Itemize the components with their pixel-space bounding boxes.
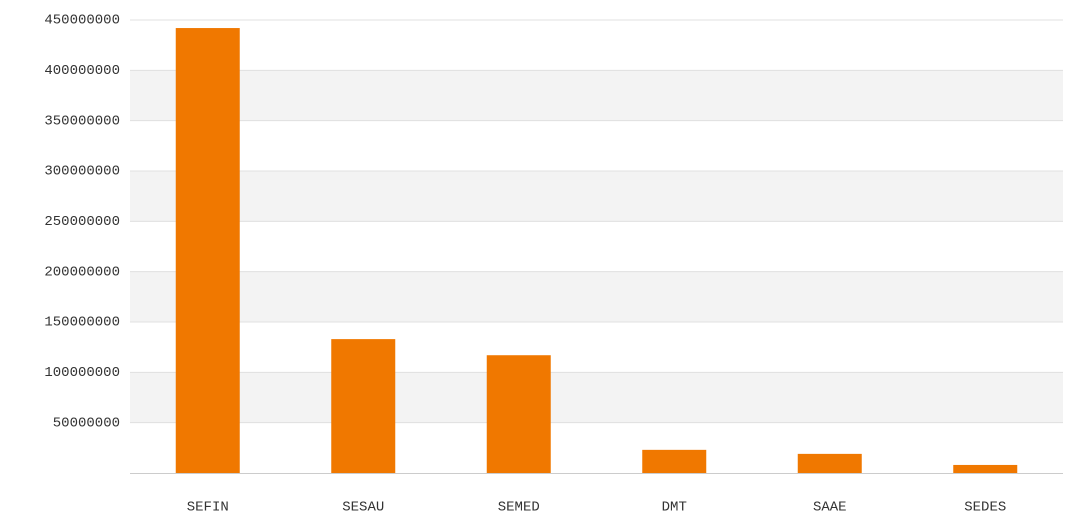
- y-tick-label: 250000000: [44, 214, 120, 230]
- x-tick-label: SEFIN: [187, 500, 229, 516]
- bar: [797, 453, 862, 473]
- bar: [953, 464, 1018, 473]
- bar: [175, 28, 240, 473]
- bar: [642, 449, 707, 473]
- y-tick-label: 150000000: [44, 315, 120, 331]
- band: [130, 271, 1063, 322]
- bar: [486, 355, 551, 473]
- x-tick-label: SESAU: [342, 500, 384, 516]
- y-tick-label: 400000000: [44, 63, 120, 79]
- x-tick-label: SEDES: [964, 500, 1006, 516]
- band: [130, 171, 1063, 222]
- y-tick-label: 50000000: [53, 415, 120, 431]
- x-tick-label: SEMED: [498, 500, 540, 516]
- bar: [331, 339, 396, 473]
- y-tick-label: 100000000: [44, 365, 120, 381]
- y-tick-label: 350000000: [44, 113, 120, 129]
- y-tick-label: 300000000: [44, 164, 120, 180]
- x-tick-label: SAAE: [813, 500, 847, 516]
- band: [130, 372, 1063, 423]
- x-tick-label: DMT: [662, 500, 687, 516]
- band: [130, 70, 1063, 121]
- y-tick-label: 200000000: [44, 264, 120, 280]
- y-tick-label: 450000000: [44, 13, 120, 29]
